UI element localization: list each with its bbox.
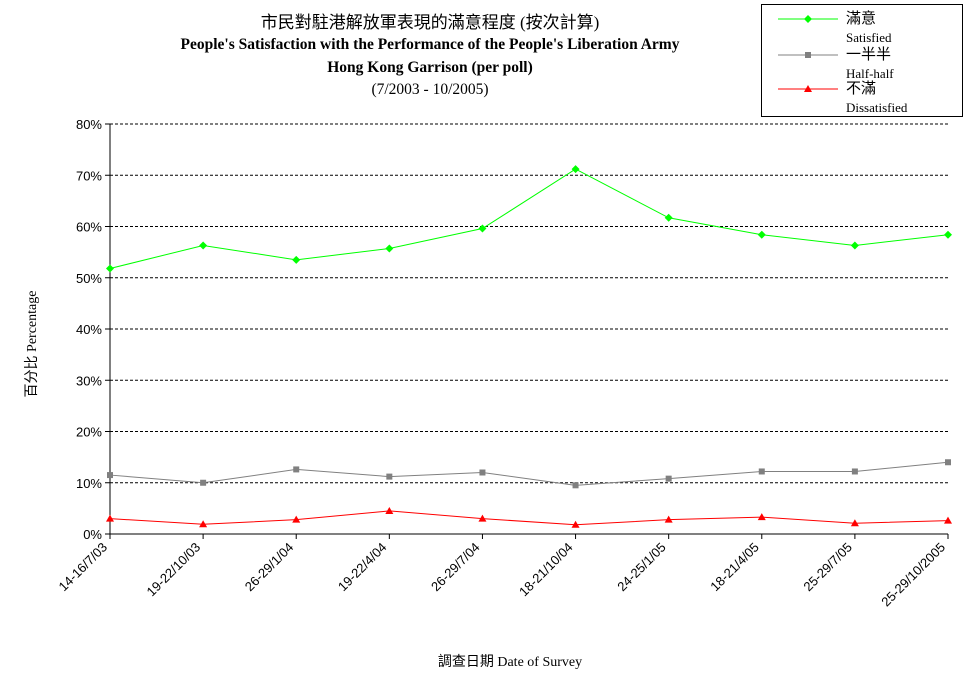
y-tick-labels: 0% 10% 20% 30% 40% 50% 60% 70% 80%: [76, 117, 102, 542]
data-point: [757, 513, 766, 521]
y-tick-label: 30%: [76, 373, 102, 388]
data-point: [199, 520, 208, 528]
data-point: [850, 519, 859, 527]
data-point: [758, 468, 765, 475]
legend-item-dissatisfied: 不滿 Dissatisfied: [772, 81, 957, 119]
x-tick-label: 14-16/7/03: [56, 540, 111, 595]
axes: [105, 123, 949, 539]
legend-label-zh: 不滿: [846, 81, 877, 97]
data-point: [572, 482, 579, 489]
chart-title: 市民對駐港解放軍表現的滿意程度 (按次計算) People's Satisfac…: [110, 12, 750, 101]
data-point: [386, 473, 393, 480]
data-point: [665, 475, 672, 482]
data-point: [850, 241, 859, 250]
x-tick-label: 18-21/4/05: [707, 540, 762, 595]
y-tick-label: 10%: [76, 476, 102, 491]
data-point: [293, 466, 300, 473]
series-dissatisfied: [106, 506, 952, 528]
data-point: [479, 469, 486, 476]
title-chinese: 市民對駐港解放軍表現的滿意程度 (按次計算): [260, 13, 600, 32]
series-line: [109, 168, 949, 270]
data-point: [757, 230, 766, 239]
data-point: [944, 516, 952, 524]
legend-label-en: Dissatisfied: [846, 100, 908, 115]
legend-item-satisfied: 滿意 Satisfied: [772, 11, 957, 49]
legend-label-en: Half-half: [846, 66, 894, 81]
series-half-half: [107, 459, 951, 489]
y-tick-label: 0%: [83, 527, 102, 542]
data-point: [478, 224, 487, 233]
data-point: [664, 213, 673, 222]
y-tick-label: 40%: [76, 322, 102, 337]
legend-swatch-half-half: [778, 52, 838, 58]
x-tick-label: 18-21/10/04: [516, 540, 576, 600]
x-tick-label: 19-22/4/04: [335, 540, 390, 595]
legend-label-zh: 一半半: [846, 47, 892, 63]
series-line: [109, 461, 949, 486]
y-tick-label: 50%: [76, 271, 102, 286]
data-point: [571, 520, 580, 528]
x-tick-label: 19-22/10/03: [144, 540, 204, 600]
legend-label-zh: 滿意: [846, 11, 877, 27]
x-axis-label: 調查日期 Date of Survey: [437, 655, 583, 670]
series-satisfied: [106, 165, 952, 273]
title-english-line1: People's Satisfaction with the Performan…: [180, 36, 680, 53]
x-tick-label: 25-29/7/05: [800, 540, 855, 595]
data-point: [199, 241, 208, 250]
data-point: [106, 514, 114, 522]
title-date-range: (7/2003 - 10/2005): [371, 81, 489, 98]
data-point: [945, 459, 951, 466]
legend: 滿意 Satisfied 一半半 Half-half 不滿 Dissatisfi…: [761, 4, 963, 117]
x-tick-labels: 14-16/7/03 19-22/10/03 26-29/1/04 19-22/4/0…: [56, 540, 949, 610]
series-line: [109, 510, 949, 526]
y-tick-label: 60%: [76, 220, 102, 235]
y-axis-label: 百分比 Percentage: [25, 290, 40, 398]
data-point: [106, 264, 114, 273]
legend-swatch-dissatisfied: [778, 85, 838, 92]
data-point: [944, 230, 952, 239]
x-tick-label: 25-29/10/2005: [878, 540, 948, 610]
title-english-line2: Hong Kong Garrison (per poll): [327, 59, 533, 76]
y-tick-label: 80%: [76, 117, 102, 132]
data-point: [571, 165, 580, 174]
legend-item-half-half: 一半半 Half-half: [772, 47, 957, 85]
x-tick-label: 26-29/7/04: [428, 540, 483, 595]
legend-swatch-satisfied: [778, 15, 838, 23]
data-point: [292, 515, 301, 523]
data-point: [478, 514, 487, 522]
data-point: [851, 468, 858, 475]
data-series: [106, 165, 952, 528]
data-point: [385, 506, 394, 514]
x-tick-label: 24-25/1/05: [614, 540, 669, 595]
y-tick-label: 70%: [76, 168, 102, 183]
legend-label-en: Satisfied: [846, 30, 892, 45]
data-point: [107, 472, 113, 479]
gridlines: [110, 123, 948, 484]
x-tick-label: 26-29/1/04: [242, 540, 297, 595]
data-point: [385, 244, 394, 253]
data-point: [292, 255, 301, 264]
y-tick-label: 20%: [76, 425, 102, 440]
data-point: [664, 515, 673, 523]
data-point: [200, 479, 207, 486]
